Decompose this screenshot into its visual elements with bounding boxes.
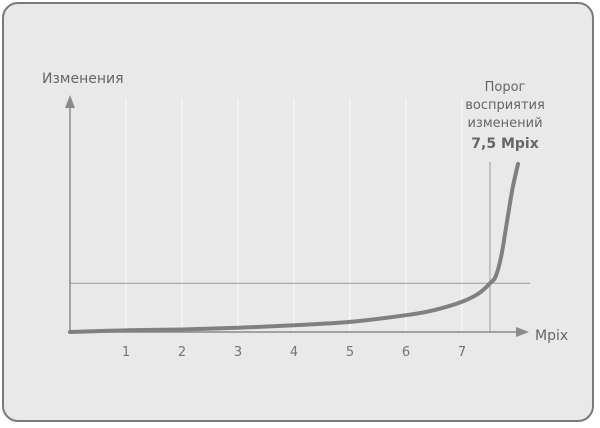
x-tick-label-1: 1 [122,345,130,360]
x-tick-label-6: 6 [402,345,410,360]
x-axis-label: Mpix [535,328,568,344]
x-tick-label-7: 7 [458,345,466,360]
series-line [68,162,520,334]
threshold-label-line-1: Порог [485,80,526,95]
chart-svg: 1 2 3 4 5 6 7 Изменения Mpix Порог восприятия из… [42,71,568,360]
x-tick-label-5: 5 [346,345,354,360]
grid-lines [125,99,463,332]
y-axis-label: Изменения [42,71,124,87]
y-axis-arrow [65,95,75,108]
x-tick-label-2: 2 [178,345,186,360]
threshold-annotation: Порог восприятия изменений 7,5 Mpix [465,80,545,152]
threshold-value-label: 7,5 Mpix [471,136,538,152]
x-tick-label-3: 3 [234,345,242,360]
threshold-label-line-3: изменений [467,116,542,131]
threshold-lines [70,162,530,332]
tick-labels: 1 2 3 4 5 6 7 [122,345,466,360]
x-tick-label-4: 4 [290,345,298,360]
curve-group [68,162,520,334]
x-axis-arrow [516,327,529,337]
threshold-label-line-2: восприятия [465,98,545,113]
chart-frame: 1 2 3 4 5 6 7 Изменения Mpix Порог восприятия из… [2,2,594,422]
